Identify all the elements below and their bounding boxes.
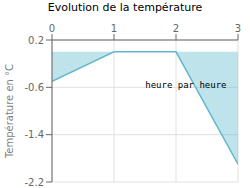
svg-text:-2.2: -2.2	[24, 177, 44, 188]
svg-text:1: 1	[111, 23, 117, 34]
svg-text:Température en °C: Température en °C	[8, 64, 15, 159]
svg-text:-1.4: -1.4	[24, 129, 44, 140]
html-text:Evolution de la température: Evolution de la température	[47, 1, 203, 14]
svg-text:0: 0	[49, 23, 55, 34]
svg-text:2: 2	[173, 23, 179, 34]
svg-text:0.2: 0.2	[28, 35, 44, 46]
svg-text:3: 3	[235, 23, 241, 34]
html-text:heure par heure: heure par heure	[145, 80, 227, 91]
svg-text:-0.6: -0.6	[24, 82, 44, 93]
